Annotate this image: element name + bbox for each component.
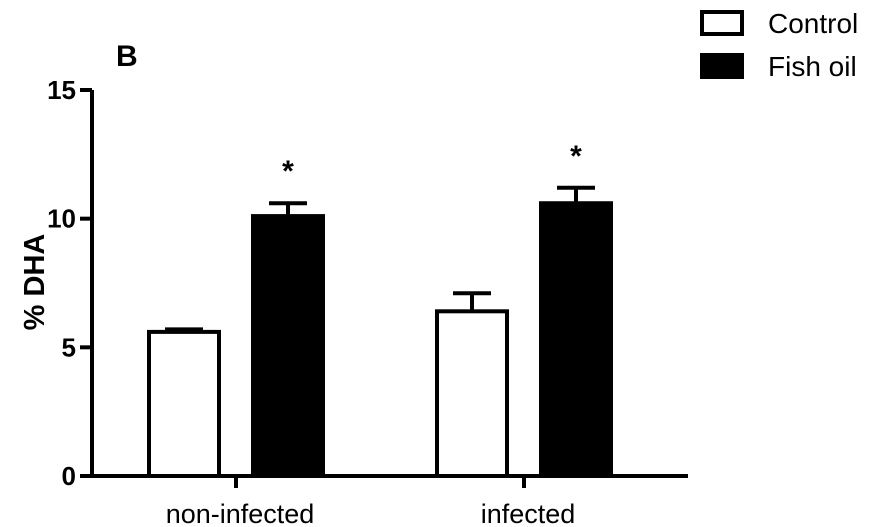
legend-swatch: [700, 53, 744, 79]
bar: [539, 201, 613, 479]
y-axis-label: % DHA: [19, 234, 51, 331]
legend-label: Control: [768, 8, 858, 39]
y-tick-label: 0: [62, 461, 76, 491]
bar: [147, 329, 221, 479]
x-tick-label: non-infected: [166, 499, 315, 527]
y-tick-label: 5: [62, 332, 76, 362]
legend: Control Fish oil: [700, 8, 858, 82]
bar: [435, 309, 509, 478]
panel-label: B: [116, 40, 138, 73]
significance-marker: *: [570, 140, 582, 173]
x-tick-label: infected: [481, 499, 576, 527]
plot-area: 0 5 10 15 non-infected * infected *: [47, 75, 688, 527]
y-tick-label: 10: [47, 204, 76, 234]
legend-label: Fish oil: [768, 51, 857, 82]
y-tick-label: 15: [47, 75, 76, 105]
bar: [251, 214, 325, 479]
legend-swatch: [700, 10, 744, 36]
significance-marker: *: [282, 155, 294, 188]
